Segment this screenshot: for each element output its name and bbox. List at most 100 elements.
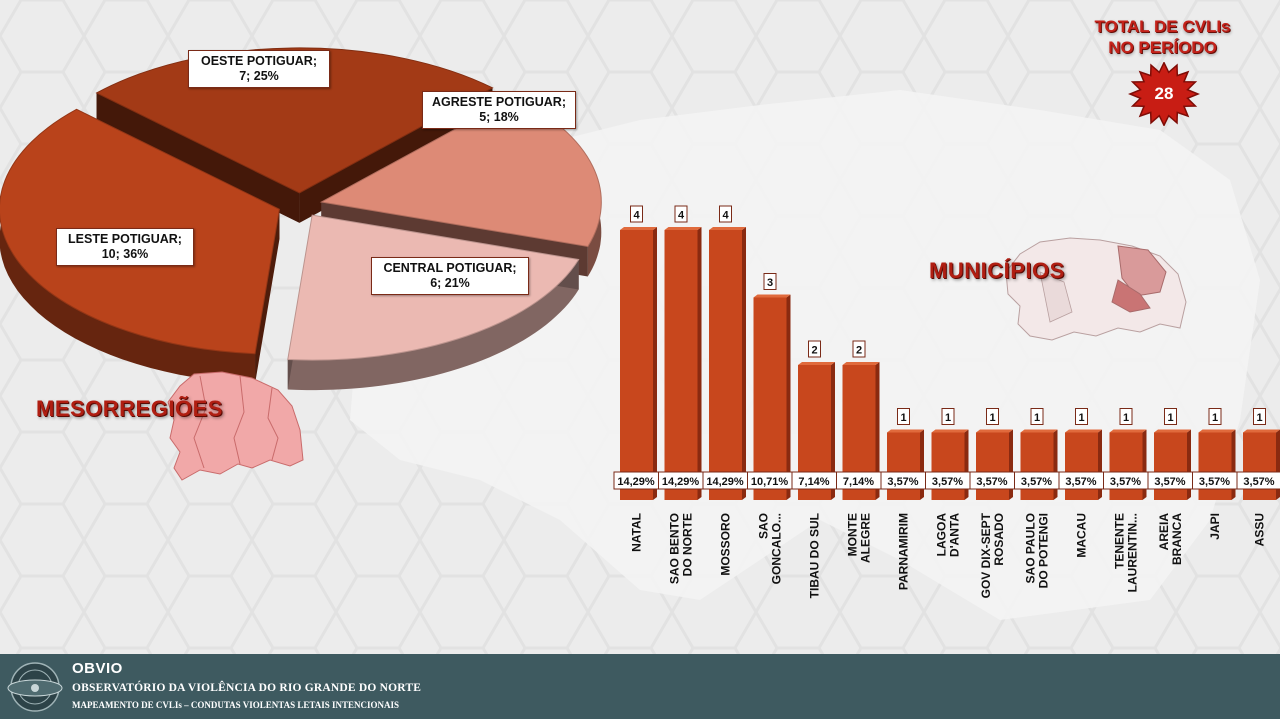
bar [931,432,965,500]
percent-label: 7,14% [798,476,829,488]
percent-label: 3,57% [1110,476,1141,488]
bar-top [1065,429,1102,433]
category-label: SAO BENTODO NORTE [668,513,695,584]
value-label: 1 [1123,412,1129,424]
footer-brand: OBVIO [72,660,123,677]
pie-label-leste-name: LESTE POTIGUAR; [68,232,182,246]
value-label-box [674,205,688,223]
bar-top [1109,429,1147,433]
percent-label: 3,57% [1199,476,1230,488]
category-label: MONTEALEGRE [846,513,873,563]
percent-label: 14,29% [617,476,655,488]
municipios-bar-chart: 4 14,29% NATAL 4 14,29% SAO BENTODO NORTE 4 14,… [613,205,1280,598]
value-label-box [1119,408,1133,425]
category-label: TENENTELAURENTIN... [1113,513,1140,592]
bar [1020,432,1054,500]
bar-top [1154,429,1191,433]
percent-label: 14,29% [706,476,744,488]
category-label: AREIABRANCA [1157,513,1184,565]
bar-side [653,227,657,500]
value-label-box [1253,408,1266,425]
value-label: 1 [1167,412,1173,424]
bar-top [1198,429,1236,433]
bar [1198,432,1232,500]
value-label-box [1075,408,1088,425]
total-value: 28 [1154,84,1174,103]
percent-label: 3,57% [976,476,1007,488]
bar-side [786,294,791,500]
pie-label-agreste: AGRESTE POTIGUAR; 5; 18% [422,91,576,129]
percent-label-box [1236,471,1280,490]
bar-top [976,429,1013,433]
value-label-box [719,205,732,223]
category-label: ASSU [1253,513,1267,546]
value-label: 4 [722,210,729,222]
obvio-logo-icon [7,662,63,712]
bar [664,230,698,500]
percent-label: 3,57% [1243,476,1274,488]
bar [1154,432,1187,500]
pie-label-leste: LESTE POTIGUAR; 10; 36% [56,228,194,266]
value-label: 2 [856,345,862,357]
pie-label-central-value: 6; 21% [430,276,470,290]
category-label: TIBAU DO SUL [808,513,822,598]
value-label-box [852,340,866,358]
category-label: LAGOAD'ANTA [935,513,962,557]
bar-top [931,429,969,433]
bar [1109,432,1143,500]
bar [976,432,1009,500]
bar [753,297,787,500]
pie-label-agreste-name: AGRESTE POTIGUAR; [431,95,567,109]
value-label: 1 [1256,412,1262,424]
mesorregioes-map [167,371,304,481]
value-label-box [630,205,643,223]
value-label: 4 [633,210,640,222]
pie-label-agreste-value: 5; 18% [479,110,519,124]
percent-label: 7,14% [843,476,874,488]
category-label: MOSSORO [719,513,733,576]
value-label-box [1030,408,1044,425]
bar [620,230,653,500]
value-label: 1 [1212,412,1218,424]
bar-top [709,227,746,230]
bar-side [875,362,880,500]
value-label: 1 [1078,412,1084,424]
value-label-box [897,408,910,425]
pie-label-oeste-name: OESTE POTIGUAR; [201,54,317,68]
bar [1243,432,1276,500]
percent-label: 3,57% [1021,476,1052,488]
bar-top [798,362,835,365]
value-label: 3 [767,277,773,289]
percent-label: 3,57% [1154,476,1185,488]
bar-side [831,362,835,500]
bar [887,432,920,500]
bar-top [842,362,880,365]
footer: OBVIO OBSERVATÓRIO DA VIOLÊNCIA DO RIO G… [0,654,1280,719]
category-label: PARNAMIRIM [897,513,911,590]
value-label: 2 [811,345,817,357]
footer-mapeamento: MAPEAMENTO DE CVLIs – CONDUTAS VIOLENTAS… [72,700,399,710]
value-label: 1 [989,412,995,424]
category-label: SAO PAULODO POTENGI [1024,513,1051,588]
municipios-title: MUNICÍPIOS [929,258,1065,283]
percent-label: 10,71% [751,476,789,488]
pie-label-leste-value: 10; 36% [101,247,149,261]
bar-side [697,227,702,500]
pie-label-central-name: CENTRAL POTIGUAR; [383,261,517,275]
percent-label: 3,57% [1065,476,1096,488]
category-label: SAOGONCALO... [757,513,784,584]
mesorregioes-title: MESORREGIÕES [36,396,223,421]
percent-label: 3,57% [932,476,963,488]
bar-top [1020,429,1058,433]
value-label-box [1208,408,1222,425]
value-label-box [1164,408,1177,425]
pie-label-oeste-value: 7; 25% [239,69,279,83]
value-label-box [986,408,999,425]
bar-side [742,227,746,500]
value-label: 1 [900,412,906,424]
total-title-line1: TOTAL DE CVLIs [1094,17,1231,36]
percent-label: 14,29% [662,476,700,488]
bar-top [1243,429,1280,433]
pie-label-central: CENTRAL POTIGUAR; 6; 21% [371,257,529,295]
bar-top [664,227,702,230]
